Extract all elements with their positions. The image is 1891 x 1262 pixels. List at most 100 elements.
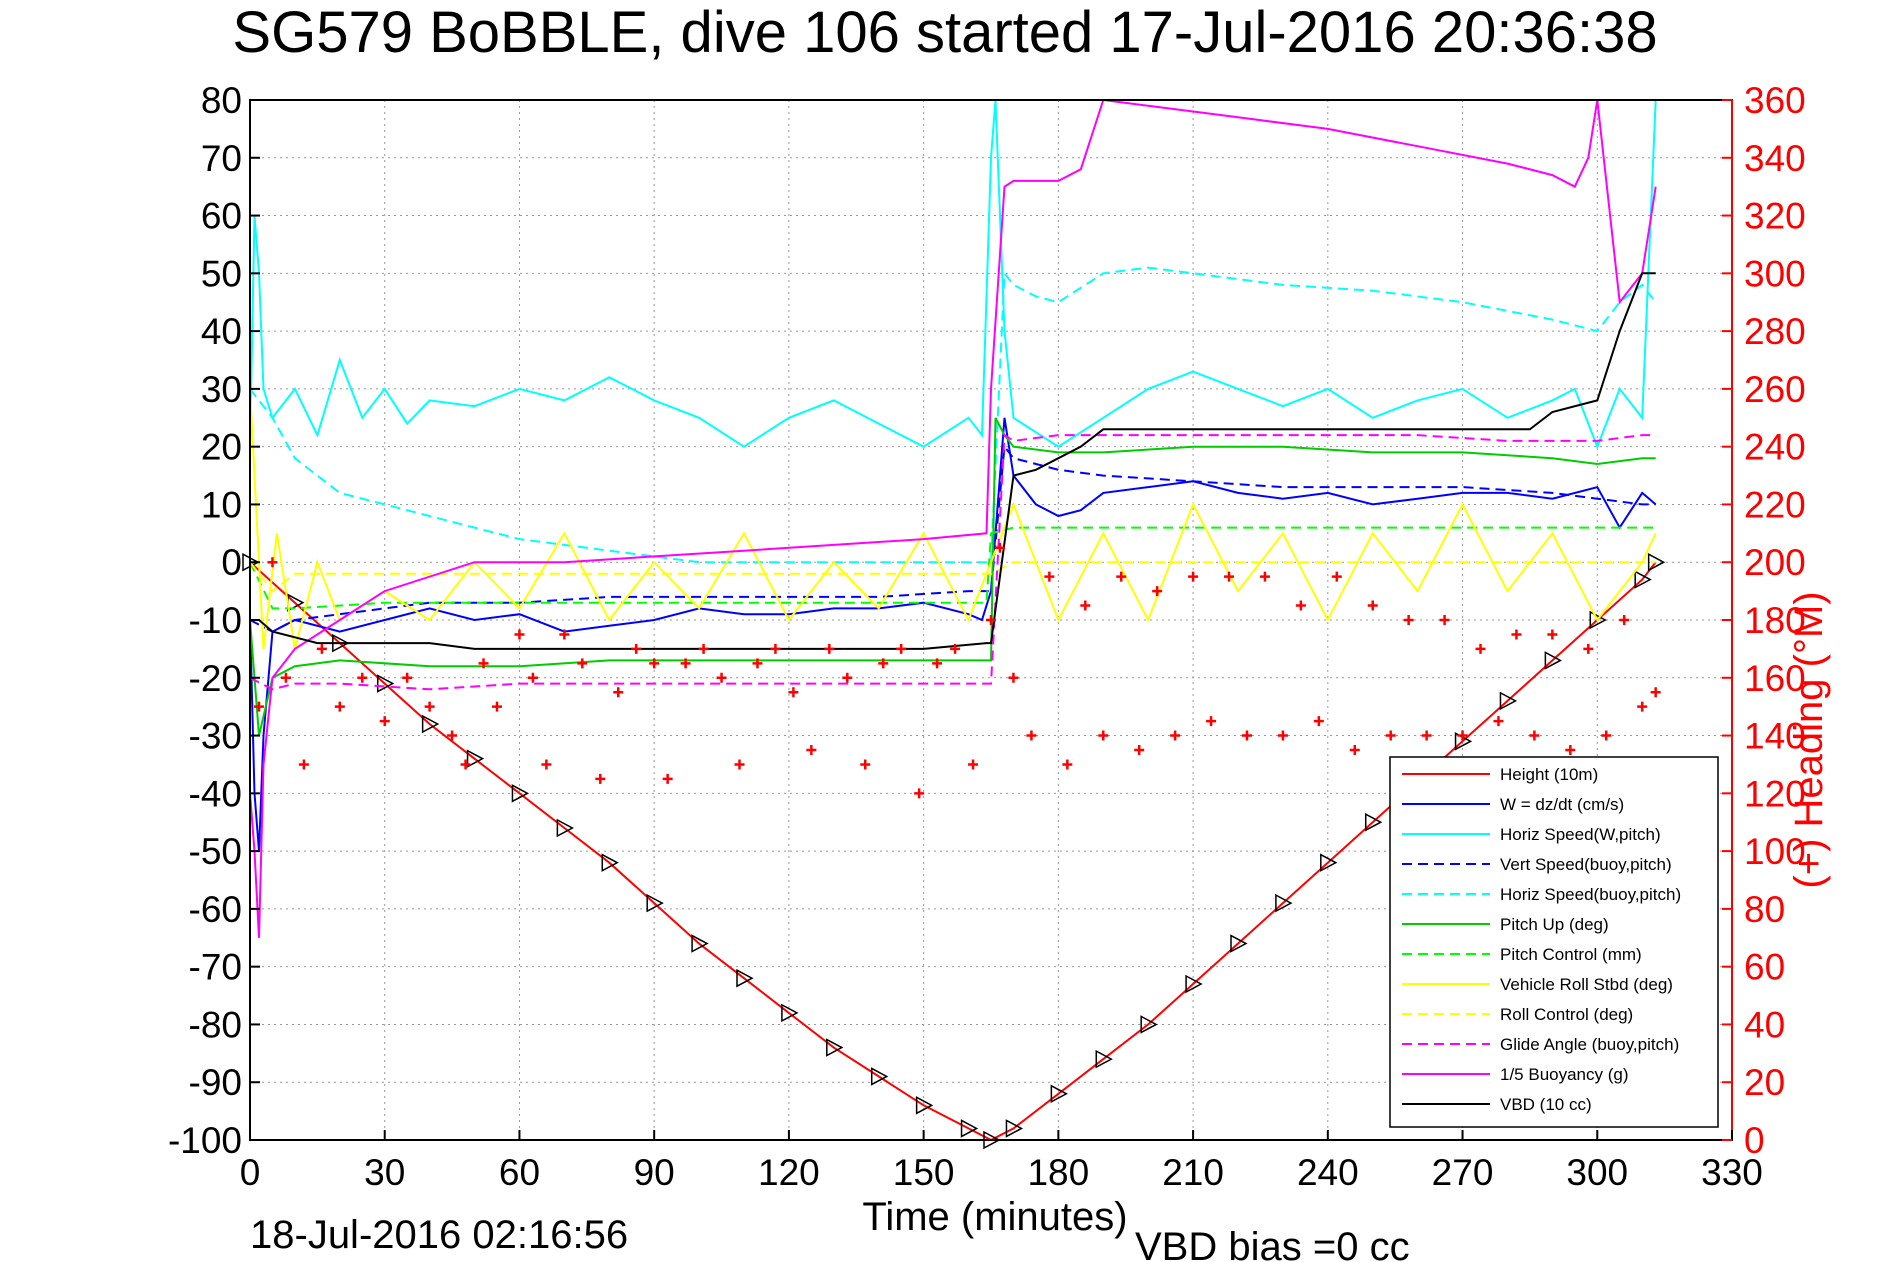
legend-label: VBD (10 cc) [1500, 1095, 1592, 1114]
heading-point [1637, 701, 1648, 712]
y-tick-label: 80 [201, 80, 242, 121]
y-tick-label: 0 [221, 542, 242, 583]
heading-point [280, 672, 291, 683]
series-line-horiz-speed-buoy-pitch [249, 266, 1657, 564]
heading-point [334, 701, 345, 712]
heading-point [1385, 730, 1396, 741]
y-tick-label: -50 [189, 831, 242, 872]
x-tick-label: 180 [1027, 1152, 1089, 1193]
y-tick-label: -80 [189, 1004, 242, 1045]
heading-point [680, 658, 691, 669]
heading-point [662, 773, 673, 784]
heading-point [1098, 730, 1109, 741]
y-right-tick-label: 140 [1744, 716, 1806, 757]
y-right-tick-label: 20 [1744, 1062, 1785, 1103]
x-tick-label: 300 [1566, 1152, 1628, 1193]
heading-point [1565, 745, 1576, 755]
height-marker [960, 1119, 979, 1138]
height-marker [1005, 1119, 1024, 1138]
height-marker [915, 1096, 934, 1115]
heading-point [527, 672, 538, 683]
heading-point [698, 643, 709, 654]
height-marker [1589, 610, 1607, 630]
heading-point [402, 672, 413, 683]
heading-point [1547, 629, 1558, 640]
heading-point [950, 643, 961, 654]
heading-point [1367, 600, 1378, 611]
y-right-tick-label: 300 [1744, 253, 1806, 294]
series-line-1-5-buoyancy-g [249, 98, 1657, 938]
heading-point [1475, 643, 1486, 654]
legend-label: Vehicle Roll Stbd (deg) [1500, 975, 1673, 994]
x-tick-label: 150 [893, 1152, 955, 1193]
y-axis-ticks: 80 70 60 50 40 30 20 10 0 -10 -20 -30 -40 -50 -60 -70 -8… [168, 80, 260, 1161]
heading-point [1008, 672, 1019, 683]
heading-point [986, 615, 996, 625]
heading-point [1313, 716, 1324, 727]
heading-point [1529, 730, 1540, 741]
x-tick-label: 240 [1297, 1152, 1359, 1193]
heading-point [1170, 730, 1181, 741]
height-marker [1499, 691, 1518, 711]
y-tick-label: -40 [189, 773, 242, 814]
x-axis-ticks: 0 30 60 90 120 150 180 210 240 270 300 330 [240, 1130, 1763, 1193]
heading-point [994, 542, 1005, 553]
height-marker [421, 714, 440, 734]
legend-label: Horiz Speed(W,pitch) [1500, 825, 1661, 844]
height-marker [691, 934, 709, 953]
height-marker [736, 968, 754, 988]
heading-point [734, 759, 745, 770]
x-axis-label: Time (minutes) [862, 1195, 1127, 1239]
series-line-vbd-10-cc [250, 272, 1656, 650]
heading-point [267, 557, 278, 568]
heading-point [613, 687, 624, 698]
heading-point [1044, 571, 1055, 582]
heading-point [1619, 615, 1630, 625]
heading-point [1241, 730, 1252, 741]
heading-point [379, 716, 390, 727]
height-marker [781, 1003, 799, 1023]
y-right-tick-label: 180 [1744, 600, 1806, 641]
series-line-w-dz-dt-cm-s [249, 417, 1657, 852]
heading-layer [253, 542, 1661, 799]
x-tick-label: 30 [364, 1152, 405, 1193]
y-tick-label: -100 [168, 1120, 242, 1161]
heading-point [460, 759, 471, 770]
y-right-tick-label: 100 [1744, 831, 1806, 872]
height-marker [466, 749, 485, 768]
legend-label: W = dz/dt (cm/s) [1500, 795, 1624, 814]
y-tick-label: 60 [201, 196, 242, 237]
heading-point [968, 759, 979, 770]
heading-point [1601, 730, 1612, 741]
heading-point [1080, 600, 1091, 611]
heading-point [770, 643, 781, 654]
y-axis-right-ticks: 3603403203002802602402202001801601401201… [1722, 80, 1806, 1161]
height-marker [1364, 812, 1383, 832]
y-tick-label: 40 [201, 311, 242, 352]
heading-point [1439, 615, 1450, 625]
legend: Height (10m) W = dz/dt (cm/s) Horiz Speed(… [1389, 756, 1719, 1128]
y-axis-right-label: (+) Heading (°M) [1787, 591, 1831, 888]
heading-point [1134, 745, 1145, 755]
heading-point [1152, 586, 1163, 597]
height-marker [1050, 1084, 1068, 1104]
heading-point [788, 687, 799, 698]
x-tick-label: 270 [1432, 1152, 1494, 1193]
y-tick-label: 50 [201, 253, 242, 294]
x-tick-label: 60 [499, 1152, 540, 1193]
height-marker [1185, 974, 1203, 994]
x-tick-label: 210 [1162, 1152, 1224, 1193]
y-right-tick-label: 80 [1744, 889, 1785, 930]
x-tick-label: 0 [240, 1152, 261, 1193]
heading-point [559, 629, 570, 640]
heading-point [914, 788, 925, 799]
heading-point [1224, 571, 1235, 582]
heading-point [514, 629, 525, 640]
heading-point [1583, 643, 1594, 654]
y-tick-label: -60 [189, 889, 242, 930]
heading-point [541, 759, 552, 770]
y-right-tick-label: 200 [1744, 542, 1806, 583]
x-tick-label: 90 [634, 1152, 675, 1193]
heading-point [1277, 730, 1288, 741]
y-right-tick-label: 160 [1744, 658, 1806, 699]
